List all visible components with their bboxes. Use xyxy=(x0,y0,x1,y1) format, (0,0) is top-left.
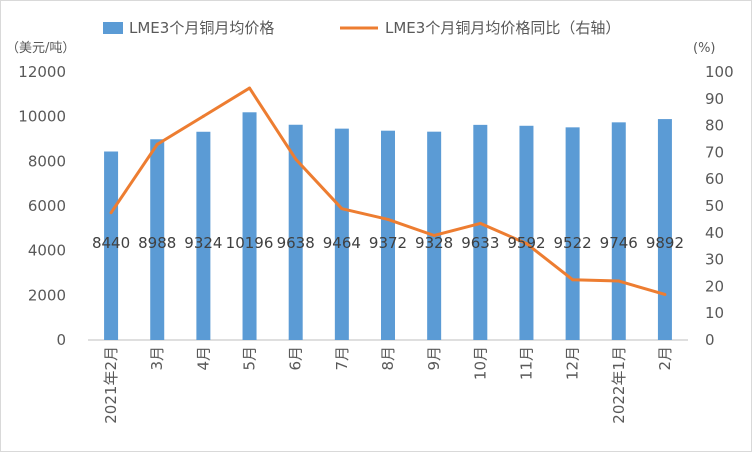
left-tick-label: 8000 xyxy=(28,152,66,170)
right-tick-label: 20 xyxy=(705,277,724,295)
legend: LME3个月铜月均价格 LME3个月铜月均价格同比（右轴） xyxy=(103,19,620,37)
legend-label-line: LME3个月铜月均价格同比（右轴） xyxy=(385,19,620,37)
bar xyxy=(565,127,580,340)
right-tick-label: 90 xyxy=(705,90,724,108)
left-tick-label: 0 xyxy=(56,331,66,349)
x-tick-label: 2021年2月 xyxy=(102,346,120,424)
bar-series xyxy=(104,112,672,341)
right-tick-label: 70 xyxy=(705,143,724,161)
right-tick-label: 50 xyxy=(705,197,724,215)
bar xyxy=(334,128,349,340)
bar xyxy=(519,125,534,341)
right-tick-label: 100 xyxy=(705,63,734,81)
bar-data-label: 9324 xyxy=(184,234,222,252)
x-tick-label: 9月 xyxy=(425,346,443,371)
bar-data-label: 9522 xyxy=(554,234,592,252)
x-axis-ticks: 2021年2月 3月 4月 5月 6月 7月 8月 9月 10月 11月 12月 2022年1月 2月 xyxy=(102,346,674,424)
bar-data-label: 9633 xyxy=(461,234,499,252)
bar-data-label: 9638 xyxy=(277,234,315,252)
right-tick-label: 80 xyxy=(705,117,724,135)
line-point xyxy=(248,86,252,90)
line-point xyxy=(294,157,298,161)
right-tick-label: 40 xyxy=(705,224,724,242)
bar-data-label: 9328 xyxy=(415,234,453,252)
legend-swatch-bar xyxy=(103,22,123,34)
line-point xyxy=(340,207,344,211)
x-tick-label: 4月 xyxy=(194,346,212,371)
bar-data-label: 9746 xyxy=(600,234,638,252)
line-point xyxy=(155,142,159,146)
x-tick-label: 7月 xyxy=(333,346,351,371)
left-tick-label: 12000 xyxy=(18,63,66,81)
bar xyxy=(242,112,257,340)
right-tick-label: 10 xyxy=(705,304,724,322)
x-tick-label: 8月 xyxy=(379,346,397,371)
x-tick-label: 12月 xyxy=(564,346,582,380)
x-tick-label: 2022年1月 xyxy=(610,346,628,424)
line-point xyxy=(386,217,390,221)
line-point xyxy=(478,221,482,225)
right-axis-ticks: 0 10 20 30 40 50 60 70 80 90 100 xyxy=(705,63,734,349)
line-point xyxy=(571,278,575,282)
x-tick-label: 5月 xyxy=(241,346,259,371)
left-tick-label: 10000 xyxy=(18,108,66,126)
x-tick-label: 2月 xyxy=(656,346,674,371)
bar-data-label: 9372 xyxy=(369,234,407,252)
bar xyxy=(288,124,303,340)
right-axis-unit: (%) xyxy=(693,41,716,56)
bar-data-label: 8440 xyxy=(92,234,130,252)
left-axis-ticks: 0 2000 4000 6000 8000 10000 12000 xyxy=(18,63,66,349)
x-tick-label: 3月 xyxy=(148,346,166,371)
bar xyxy=(104,151,119,340)
bar xyxy=(150,139,165,340)
bar xyxy=(473,124,488,340)
bar-data-label: 9592 xyxy=(507,234,545,252)
bar xyxy=(657,119,672,340)
left-tick-label: 4000 xyxy=(28,242,66,260)
line-point xyxy=(432,233,436,237)
bar-data-label: 10196 xyxy=(226,234,274,252)
bar xyxy=(196,131,211,340)
bar xyxy=(611,122,626,341)
x-tick-label: 6月 xyxy=(287,346,305,371)
line-point xyxy=(617,279,621,283)
right-tick-label: 60 xyxy=(705,170,724,188)
bar xyxy=(381,130,395,340)
bar-data-labels: 8440 8988 9324 10196 9638 9464 9372 9328 9633 959… xyxy=(92,234,684,252)
right-tick-label: 30 xyxy=(705,251,724,269)
line-point xyxy=(524,242,528,246)
x-tick-label: 10月 xyxy=(471,346,489,380)
left-tick-label: 2000 xyxy=(28,286,66,304)
left-axis-unit: （美元/吨） xyxy=(6,41,75,56)
line-point xyxy=(663,292,667,296)
bar-data-label: 9892 xyxy=(646,234,684,252)
right-tick-label: 0 xyxy=(705,331,715,349)
left-tick-label: 6000 xyxy=(28,197,66,215)
legend-label-bar: LME3个月铜月均价格 xyxy=(129,19,274,37)
line-series xyxy=(109,86,667,296)
x-tick-label: 11月 xyxy=(517,346,535,380)
bar-data-label: 8988 xyxy=(138,234,176,252)
bar-data-label: 9464 xyxy=(323,234,361,252)
line-point xyxy=(109,211,113,215)
line-point xyxy=(201,114,205,118)
